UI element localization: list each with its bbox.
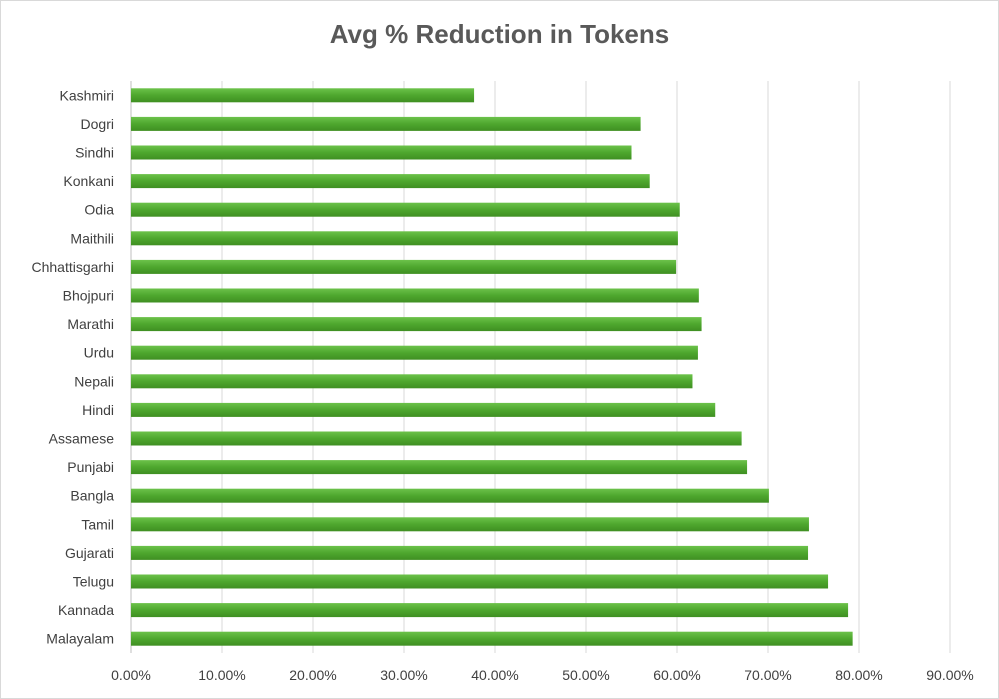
category-labels: Kashmiri Dogri Sindhi Konkani Odia Maithili Ch…	[32, 87, 115, 646]
x-tick-label: 0.00%	[111, 667, 151, 683]
bar-bhojpuri	[131, 288, 699, 303]
category-label: Chhattisgarhi	[32, 259, 115, 275]
bar-chhattisgarhi	[131, 259, 677, 274]
bar-sindhi	[131, 145, 632, 160]
category-label: Tamil	[81, 516, 114, 532]
x-tick-label: 30.00%	[380, 667, 427, 683]
bar-hindi	[131, 402, 716, 417]
category-label: Hindi	[82, 402, 114, 418]
bar-bangla	[131, 488, 769, 503]
category-label: Kashmiri	[60, 87, 114, 103]
bar-assamese	[131, 431, 742, 446]
x-tick-label: 70.00%	[744, 667, 791, 683]
category-label: Nepali	[74, 373, 114, 389]
x-tick-label: 40.00%	[471, 667, 518, 683]
bar-telugu	[131, 574, 829, 589]
category-label: Maithili	[70, 230, 114, 246]
category-label: Dogri	[81, 116, 114, 132]
bar-malayalam	[131, 631, 853, 646]
category-label: Bhojpuri	[63, 288, 114, 304]
category-label: Bangla	[70, 488, 114, 504]
category-label: Telugu	[73, 574, 114, 590]
bar-dogri	[131, 116, 641, 131]
gridlines	[130, 81, 951, 653]
category-label: Gujarati	[65, 545, 114, 561]
x-tick-label: 80.00%	[835, 667, 882, 683]
category-label: Kannada	[58, 602, 114, 618]
bar-nepali	[131, 374, 693, 389]
x-tick-label: 90.00%	[926, 667, 973, 683]
bar-kannada	[131, 603, 849, 618]
bar-kashmiri	[131, 88, 475, 103]
category-label: Sindhi	[75, 145, 114, 161]
category-label: Konkani	[63, 173, 114, 189]
category-label: Punjabi	[67, 459, 114, 475]
chart-title: Avg % Reduction in Tokens	[329, 19, 670, 49]
x-tick-label: 10.00%	[198, 667, 245, 683]
x-tick-label: 50.00%	[562, 667, 609, 683]
bar-punjabi	[131, 460, 748, 475]
category-label: Malayalam	[46, 631, 114, 647]
bar-konkani	[131, 174, 650, 189]
x-tick-label: 60.00%	[653, 667, 700, 683]
bar-gujarati	[131, 545, 809, 560]
bars	[131, 88, 853, 646]
x-tick-label: 20.00%	[289, 667, 336, 683]
category-label: Marathi	[67, 316, 114, 332]
bar-maithili	[131, 231, 678, 246]
bar-urdu	[131, 345, 698, 360]
bar-odia	[131, 202, 680, 217]
category-label: Urdu	[84, 345, 114, 361]
category-label: Assamese	[49, 431, 115, 447]
x-axis-tick-labels: 0.00% 10.00% 20.00% 30.00% 40.00% 50.00% 60.00…	[111, 667, 974, 683]
bar-marathi	[131, 317, 702, 332]
bar-tamil	[131, 517, 809, 532]
category-label: Odia	[84, 202, 114, 218]
